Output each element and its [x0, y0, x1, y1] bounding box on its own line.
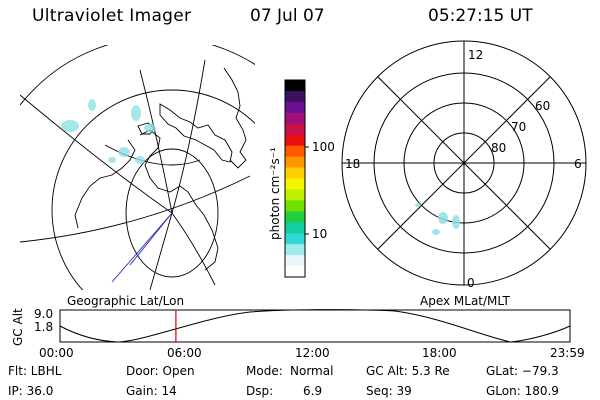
mlat-label-60: 60	[535, 99, 550, 113]
meridian-line	[104, 144, 201, 166]
altitude-ytick: 1.8	[34, 320, 53, 334]
mlat-label-80: 80	[491, 141, 506, 155]
coastline	[223, 67, 247, 169]
altitude-ylabel: GC Alt	[11, 308, 25, 346]
colorbar-segment	[285, 123, 305, 136]
colorbar-segment	[285, 266, 305, 278]
time-axis-tick: 12:00	[295, 346, 330, 360]
colorbar-segment	[285, 211, 305, 223]
mlt-label-top: 12	[468, 48, 483, 62]
colorbar-segment	[285, 80, 305, 92]
meridian-line	[171, 212, 216, 286]
altitude-ytick: 9.0	[34, 307, 53, 321]
mlt-label-bottom: 0	[467, 276, 475, 290]
mode-label: Mode:	[246, 364, 283, 378]
time-axis-tick: 23:59	[550, 346, 585, 360]
geo-longitude: GLon: 180.9	[486, 384, 559, 398]
colorbar-segment	[285, 200, 305, 212]
gain-value: Gain: 14	[126, 384, 177, 398]
polar-mlt-plot: 12 18 6 0 60 70 80	[341, 40, 587, 290]
colorbar-tick-label: 10	[312, 227, 327, 241]
geographic-panel-label: Geographic Lat/Lon	[67, 294, 184, 308]
mlt-label-right: 6	[574, 157, 582, 171]
colorbar-segment	[285, 167, 305, 180]
altitude-timeline: 9.0 1.8 GC Alt 00:00 06:00 12:00 18:00 2…	[11, 307, 585, 360]
mode-value: Normal	[290, 364, 333, 378]
time-axis-tick: 00:00	[39, 346, 74, 360]
latitude-ring	[125, 148, 219, 278]
colorbar-segment	[285, 101, 305, 114]
mlt-label-left: 18	[345, 157, 360, 171]
time-axis-tick: 18:00	[422, 346, 457, 360]
aurora-emission	[61, 99, 156, 164]
colorbar-segment	[285, 112, 305, 125]
geo-latitude: GLat: −79.3	[486, 364, 559, 378]
colorbar-segment	[285, 178, 305, 191]
door-status: Door: Open	[126, 364, 195, 378]
observation-time: 05:27:15 UT	[428, 6, 533, 26]
sequence-number: Seq: 39	[366, 384, 412, 398]
apex-panel-label: Apex MLat/MLT	[420, 294, 510, 308]
mlat-label-70: 70	[511, 120, 526, 134]
colorbar-segment	[285, 255, 305, 267]
app-title: Ultraviolet Imager	[32, 6, 192, 26]
dsp-label: Dsp:	[246, 384, 273, 398]
colorbar-frame	[284, 79, 306, 278]
gc-altitude: GC Alt: 5.3 Re	[366, 364, 450, 378]
geographic-map-panel	[20, 45, 255, 290]
aurora-emission	[415, 203, 460, 235]
ip-value: IP: 36.0	[8, 384, 53, 398]
intensity-colorbar: 100 10 photon cm⁻²s⁻¹	[268, 79, 335, 278]
coastline	[74, 139, 136, 229]
latitude-ring	[51, 89, 255, 290]
colorbar-tick-label: 100	[312, 140, 335, 154]
colorbar-segment	[285, 222, 305, 234]
footprint-line	[111, 212, 173, 283]
meridian-line	[20, 175, 251, 243]
coastline	[139, 129, 219, 271]
meridian-line	[139, 69, 173, 214]
colorbar-segment	[285, 233, 305, 245]
mlt-meridian	[377, 76, 551, 250]
colorbar-unit-label: photon cm⁻²s⁻¹	[268, 147, 282, 240]
meridian-line	[171, 59, 206, 214]
observation-date: 07 Jul 07	[250, 6, 325, 26]
colorbar-segment	[285, 90, 305, 103]
coastline	[159, 103, 233, 163]
altitude-curve	[59, 309, 571, 343]
colorbar-segment	[285, 145, 305, 158]
dsp-value: 6.9	[303, 384, 322, 398]
meridian-line	[20, 94, 173, 214]
status-info: Flt: LBHL IP: 36.0 Door: Open Gain: 14 M…	[8, 364, 559, 398]
time-axis-tick: 06:00	[167, 346, 202, 360]
colorbar-segment	[285, 189, 305, 201]
colorbar-gradient	[285, 80, 305, 278]
meridian-line	[149, 212, 173, 290]
filter-value: Flt: LBHL	[8, 364, 62, 378]
colorbar-segment	[285, 134, 305, 147]
colorbar-segment	[285, 244, 305, 256]
colorbar-segment	[285, 156, 305, 169]
